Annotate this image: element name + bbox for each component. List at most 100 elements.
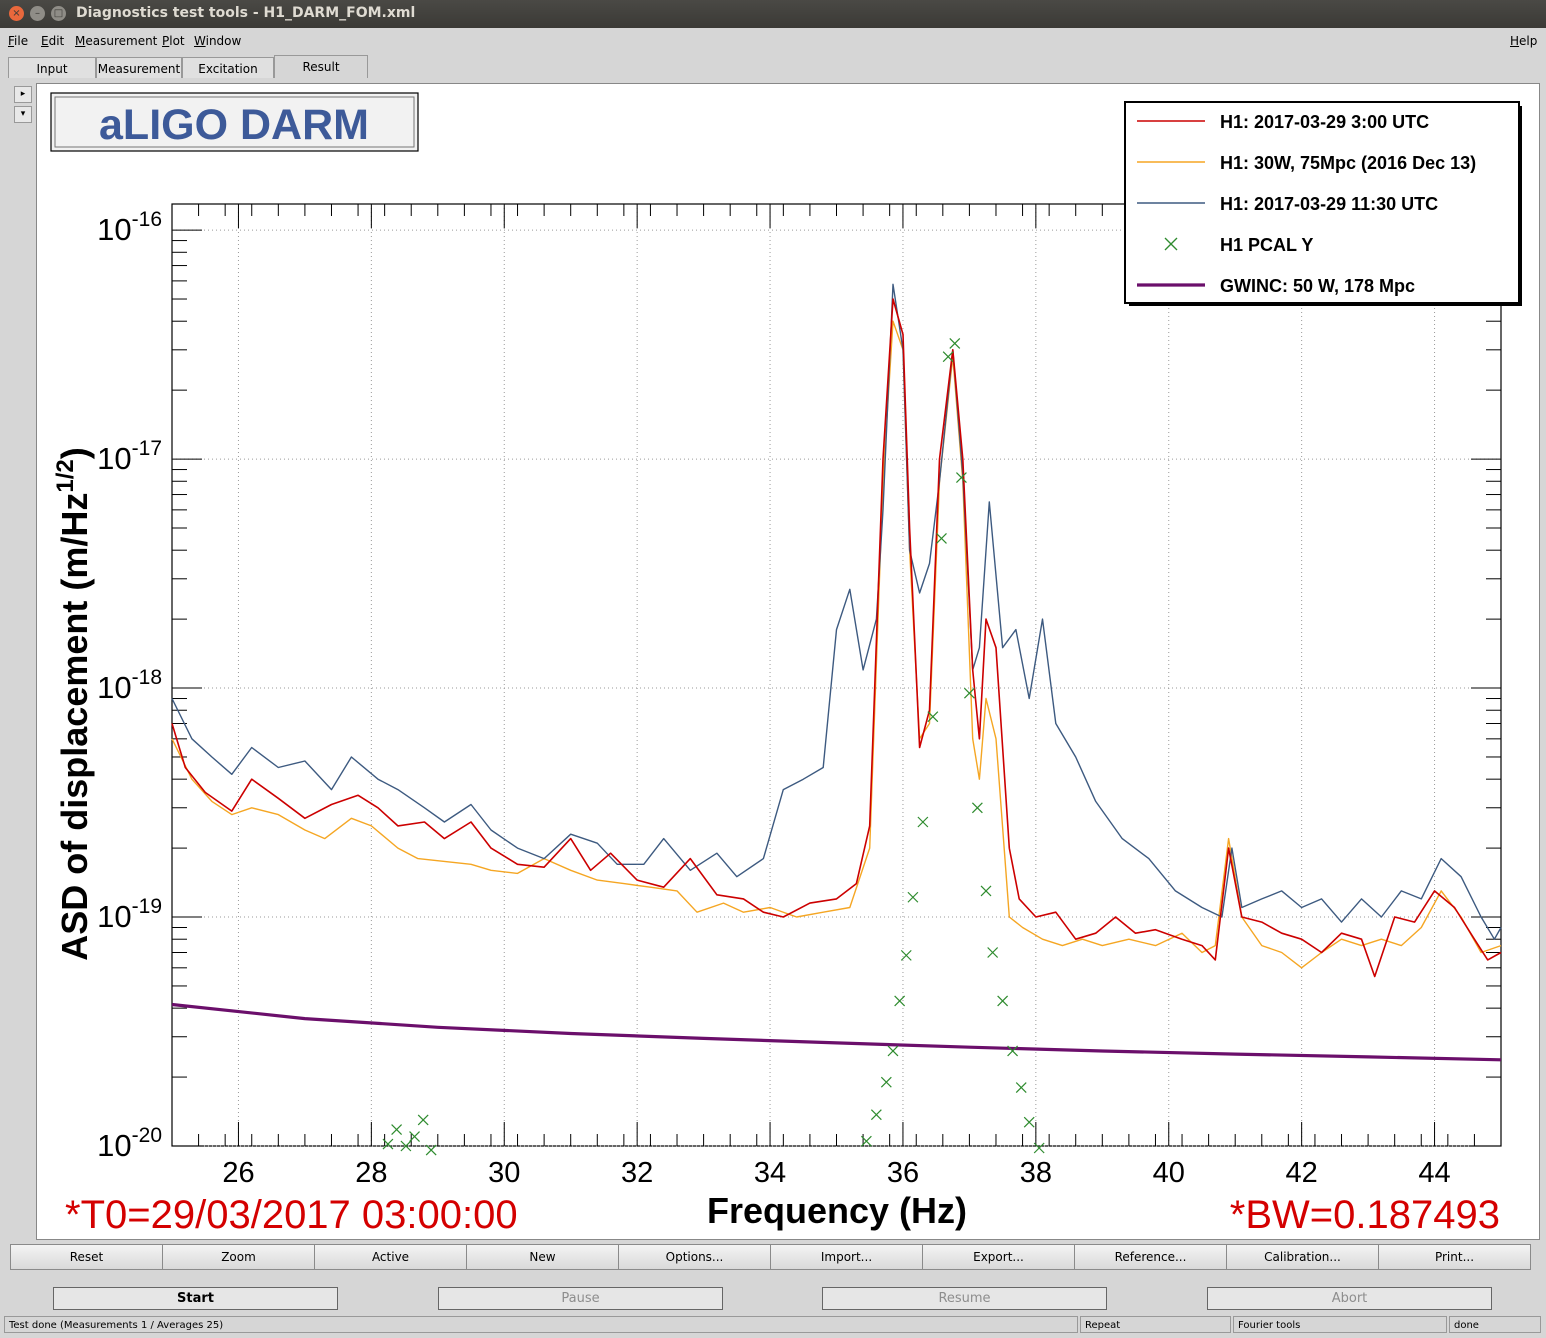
- series-line-h1-2017-03-29-3-00-utc: [171, 298, 1502, 978]
- pcal-marker: [880, 1076, 892, 1088]
- tab-result[interactable]: Result: [274, 55, 368, 78]
- legend-label: H1: 2017-03-29 11:30 UTC: [1220, 194, 1438, 214]
- pcal-marker: [860, 1135, 872, 1147]
- pcal-marker: [907, 891, 919, 903]
- legend-item-gwinc-50-w-178-mpc: GWINC: 50 W, 178 Mpc: [1137, 276, 1415, 296]
- legend-item-h1-pcal-y: H1 PCAL Y: [1164, 235, 1313, 255]
- pcal-marker: [382, 1138, 394, 1150]
- pcal-marker: [980, 885, 992, 897]
- y-axis-title: ASD of displacement (m/Hz1/2): [52, 447, 95, 960]
- legend-item-h1-30w-75mpc-2016-dec-13: H1: 30W, 75Mpc (2016 Dec 13): [1137, 153, 1476, 173]
- x-axis-title: Frequency (Hz): [707, 1190, 967, 1231]
- print-button[interactable]: Print...: [1378, 1244, 1531, 1270]
- legend-marker: [1164, 237, 1178, 251]
- status-mode: Repeat: [1080, 1316, 1231, 1333]
- pcal-marker: [409, 1131, 420, 1142]
- pcal-marker: [391, 1124, 403, 1135]
- legend-label: GWINC: 50 W, 178 Mpc: [1220, 276, 1415, 296]
- menu-file[interactable]: File: [8, 34, 29, 48]
- plot-area: [171, 203, 1502, 1147]
- legend-item-h1-2017-03-29-3-00-utc: H1: 2017-03-29 3:00 UTC: [1137, 112, 1429, 132]
- active-button[interactable]: Active: [314, 1244, 467, 1270]
- bandwidth-label: *BW=0.187493: [1230, 1193, 1500, 1237]
- pcal-marker: [425, 1144, 437, 1156]
- options-button[interactable]: Options...: [618, 1244, 771, 1270]
- legend-label: H1: 2017-03-29 3:00 UTC: [1220, 112, 1429, 132]
- import-button[interactable]: Import...: [770, 1244, 923, 1270]
- zoom-button[interactable]: Zoom: [162, 1244, 315, 1270]
- plot-title-inner: [54, 96, 415, 148]
- pcal-marker: [870, 1109, 882, 1121]
- pause-button[interactable]: Pause: [438, 1287, 723, 1310]
- y-tick-label: 10-20: [97, 1124, 162, 1163]
- menubar: File Edit Measurement Plot Window Help: [0, 30, 1546, 52]
- pcal-marker: [949, 337, 961, 349]
- reference-button[interactable]: Reference...: [1074, 1244, 1227, 1270]
- x-tick-label: 32: [621, 1157, 653, 1189]
- minimize-window-button[interactable]: –: [30, 6, 45, 21]
- menu-window[interactable]: Window: [194, 34, 242, 48]
- pcal-marker: [917, 816, 929, 828]
- new-button[interactable]: New: [466, 1244, 619, 1270]
- menu-help[interactable]: Help: [1510, 34, 1538, 48]
- plot-series: [171, 283, 1502, 1156]
- pcal-marker: [963, 687, 975, 699]
- x-tick-label: 36: [887, 1157, 919, 1189]
- legend-entries: H1: 2017-03-29 3:00 UTC H1: 30W, 75Mpc (2…: [1137, 112, 1476, 296]
- legend-label: H1 PCAL Y: [1220, 235, 1313, 255]
- pcal-marker: [417, 1114, 429, 1126]
- y-tick-label: 10-17: [97, 437, 162, 476]
- pcal-marker: [894, 995, 906, 1007]
- legend-label: H1: 30W, 75Mpc (2016 Dec 13): [1220, 153, 1476, 173]
- pcal-marker: [900, 949, 912, 961]
- y-tick-label: 10-19: [97, 895, 162, 934]
- pcal-marker: [987, 947, 999, 958]
- tab-measurement[interactable]: Measurement: [96, 57, 182, 78]
- darm-plot[interactable]: 26 28 30 32 34 36 38 40 42 44 10-16 10-17 10-18 10-19…: [37, 84, 1539, 1239]
- plot-grid: [172, 204, 1501, 1147]
- legend-shadow-right: [1519, 106, 1522, 305]
- pcal-marker: [927, 711, 939, 723]
- legend-shadow-bottom: [1129, 303, 1522, 306]
- collapse-arrow-icon[interactable]: ▾: [14, 106, 32, 123]
- pcal-marker: [942, 351, 954, 363]
- menu-measurement[interactable]: Measurement: [75, 34, 158, 48]
- x-tick-label: 28: [355, 1157, 387, 1189]
- export-button[interactable]: Export...: [922, 1244, 1075, 1270]
- series-line-h1-2017-03-29-11-30-utc: [171, 283, 1502, 940]
- y-tick-label: 10-16: [97, 208, 162, 247]
- status-message: Test done (Measurements 1 / Averages 25): [4, 1316, 1078, 1333]
- pcal-marker: [887, 1045, 899, 1057]
- abort-button[interactable]: Abort: [1207, 1287, 1492, 1310]
- x-tick-label: 42: [1286, 1157, 1318, 1189]
- pcal-marker: [1033, 1142, 1045, 1154]
- window-title: Diagnostics test tools - H1_DARM_FOM.xml: [76, 5, 416, 21]
- series-line-gwinc-50-w-178-mpc: [171, 1002, 1502, 1062]
- reset-button[interactable]: Reset: [10, 1244, 163, 1270]
- status-tool: Fourier tools: [1233, 1316, 1447, 1333]
- start-button[interactable]: Start: [53, 1287, 338, 1310]
- pcal-marker: [971, 802, 983, 814]
- x-tick-label: 44: [1418, 1157, 1450, 1189]
- x-tick-label: 30: [488, 1157, 520, 1189]
- y-tick-label: 10-18: [97, 666, 162, 705]
- menu-plot[interactable]: Plot: [162, 34, 185, 48]
- tab-excitation[interactable]: Excitation: [182, 57, 274, 78]
- menu-edit[interactable]: Edit: [41, 34, 65, 48]
- window-titlebar: × – □ Diagnostics test tools - H1_DARM_F…: [0, 0, 1546, 28]
- pcal-marker: [1007, 1045, 1019, 1057]
- resume-button[interactable]: Resume: [822, 1287, 1107, 1310]
- pcal-marker: [1023, 1116, 1035, 1128]
- calibration-button[interactable]: Calibration...: [1226, 1244, 1379, 1270]
- close-window-button[interactable]: ×: [9, 6, 24, 21]
- plot-title: aLIGO DARM: [99, 101, 369, 149]
- pcal-marker: [936, 533, 947, 544]
- pcal-marker: [997, 995, 1009, 1007]
- pcal-marker: [1015, 1082, 1027, 1093]
- maximize-window-button[interactable]: □: [51, 6, 66, 21]
- status-state: done: [1449, 1316, 1541, 1333]
- plot-pad: 26 28 30 32 34 36 38 40 42 44 10-16 10-17 10-18 10-19…: [36, 83, 1540, 1240]
- x-tick-label: 26: [222, 1157, 254, 1189]
- scroll-right-arrow-icon[interactable]: ▸: [14, 86, 32, 103]
- tab-input[interactable]: Input: [8, 57, 96, 78]
